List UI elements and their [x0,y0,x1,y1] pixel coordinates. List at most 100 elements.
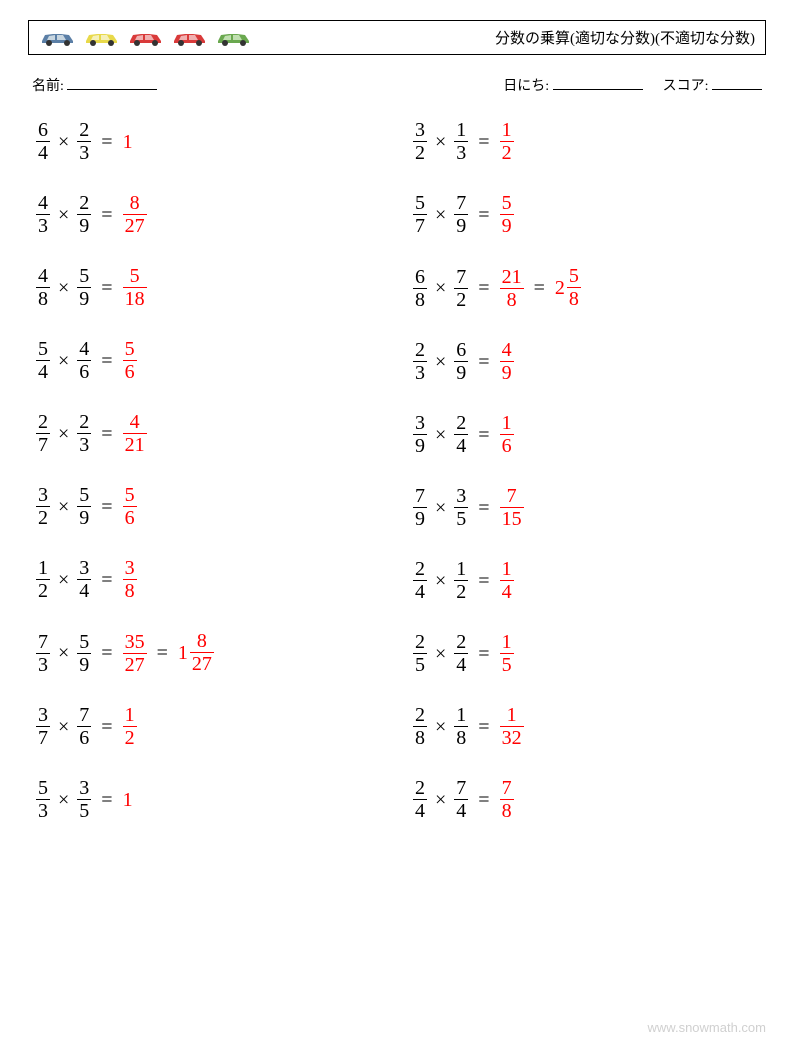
equals-sign: = [91,643,122,663]
equals-sign: = [91,278,122,298]
fraction: 73 [36,631,50,676]
answer: 78 [500,777,514,822]
operator: × [427,425,454,445]
answer: 15 [500,631,514,676]
answer: 14 [500,558,514,603]
equals-sign: = [468,571,499,591]
problem-row: 32×59=56 [36,484,405,529]
operator: × [50,790,77,810]
column-right: 32×13=1257×79=5968×72=218=25823×69=4939×… [405,119,782,822]
operator: × [427,498,454,518]
problem-row: 28×18=132 [413,704,782,749]
car-icon [215,29,255,47]
fraction: 12 [36,557,50,602]
answer: 56 [123,484,137,529]
fraction: 518 [123,265,147,310]
fraction: 37 [36,704,50,749]
column-left: 64×23=143×29=82748×59=51854×46=5627×23=4… [28,119,405,822]
problem-row: 25×24=15 [413,631,782,676]
problem-row: 57×79=59 [413,192,782,237]
car-icon [39,29,79,47]
problem-row: 79×35=715 [413,485,782,530]
fraction: 79 [454,192,468,237]
operator: × [427,717,454,737]
operator: × [50,424,77,444]
equals-sign: = [91,424,122,444]
operator: × [50,278,77,298]
equals-sign: = [468,717,499,737]
equals-sign: = [91,132,122,152]
date-label: 日にち: [503,79,549,94]
fraction: 3527 [123,631,147,676]
problem-row: 23×69=49 [413,339,782,384]
car-icon [83,29,123,47]
problem-row: 48×59=518 [36,265,405,310]
answer: 218=258 [500,265,581,311]
name-blank [67,75,157,90]
problem-row: 39×24=16 [413,412,782,457]
operator: × [427,352,454,372]
fraction: 59 [77,484,91,529]
fraction: 39 [413,412,427,457]
answer: 715 [500,485,524,530]
fraction: 421 [123,411,147,456]
fraction: 24 [413,558,427,603]
watermark: www.snowmath.com [648,1020,766,1035]
date-blank [553,75,643,90]
problem-row: 24×12=14 [413,558,782,603]
fraction: 16 [500,412,514,457]
fraction: 49 [500,339,514,384]
fraction: 35 [77,777,91,822]
answer: 59 [500,192,514,237]
problem-row: 32×13=12 [413,119,782,164]
score-label: スコア: [663,79,709,94]
fraction: 32 [413,119,427,164]
equals-sign: = [468,644,499,664]
fraction: 32 [36,484,50,529]
fraction: 24 [413,777,427,822]
car-icon [171,29,211,47]
operator: × [427,644,454,664]
fraction: 64 [36,119,50,164]
answer: 518 [123,265,147,310]
problem-row: 37×76=12 [36,704,405,749]
fraction: 43 [36,192,50,237]
fraction: 24 [454,631,468,676]
answer: 12 [500,119,514,164]
worksheet-title: 分数の乗算(適切な分数)(不適切な分数) [495,27,755,48]
fraction: 59 [77,265,91,310]
fraction: 59 [500,192,514,237]
fraction: 28 [413,704,427,749]
problem-row: 53×35=1 [36,777,405,822]
equals-sign: = [468,278,499,298]
car-icons [39,29,255,47]
fraction: 46 [77,338,91,383]
operator: × [50,717,77,737]
fraction: 72 [454,266,468,311]
equals-sign: = [91,497,122,517]
fraction: 38 [123,557,137,602]
answer: 49 [500,339,514,384]
problem-row: 64×23=1 [36,119,405,164]
fraction: 827 [123,192,147,237]
equals-sign: = [468,790,499,810]
equals-sign: = [91,717,122,737]
answer: 3527=1827 [123,630,214,676]
operator: × [427,790,454,810]
fraction: 48 [36,265,50,310]
fraction: 53 [36,777,50,822]
operator: × [427,278,454,298]
problem-row: 73×59=3527=1827 [36,630,405,676]
answer: 132 [500,704,524,749]
fraction: 25 [413,631,427,676]
fraction: 58 [567,265,581,310]
fraction: 59 [77,631,91,676]
fraction: 79 [413,485,427,530]
fraction: 74 [454,777,468,822]
fraction: 56 [123,484,137,529]
answer: 1 [123,132,133,152]
operator: × [50,570,77,590]
problem-row: 43×29=827 [36,192,405,237]
header-box: 分数の乗算(適切な分数)(不適切な分数) [28,20,766,55]
equals-sign: = [91,570,122,590]
